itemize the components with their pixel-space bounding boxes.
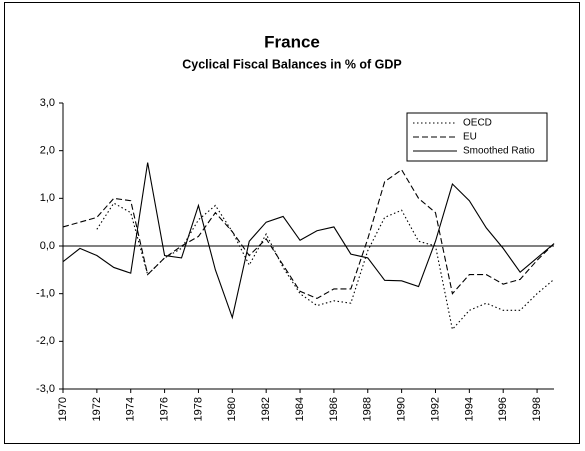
- y-tick-label: -3,0: [36, 383, 55, 395]
- y-tick-label: 2,0: [40, 145, 55, 157]
- chart-subtitle: Cyclical Fiscal Balances in % of GDP: [182, 57, 402, 71]
- x-tick-label: 1980: [226, 397, 238, 421]
- y-tick-label: 3,0: [40, 97, 55, 109]
- series-line: [62, 168, 555, 300]
- x-tick-label: 1990: [396, 397, 408, 421]
- y-tick-label: -1,0: [36, 288, 55, 300]
- series-line: [62, 162, 555, 320]
- x-tick-label: 1984: [294, 397, 306, 421]
- chart-title: France: [264, 32, 320, 51]
- legend-label: EU: [463, 132, 477, 143]
- legend-label: OECD: [463, 118, 492, 129]
- legend-label: Smoothed Ratio: [463, 146, 535, 157]
- x-tick-label: 1996: [497, 397, 509, 421]
- x-tick-label: 1982: [260, 397, 272, 421]
- x-tick-label: 1988: [362, 397, 374, 421]
- y-tick-label: -2,0: [36, 335, 55, 347]
- series-line: [96, 202, 555, 331]
- x-tick-label: 1992: [429, 397, 441, 421]
- x-tick-label: 1978: [192, 397, 204, 421]
- x-tick-label: 1994: [463, 397, 475, 421]
- y-tick-label: 1,0: [40, 192, 55, 204]
- x-tick-label: 1970: [57, 397, 69, 421]
- legend-box: [406, 112, 548, 162]
- y-tick-label: 0,0: [40, 240, 55, 252]
- x-tick-label: 1976: [158, 397, 170, 421]
- x-tick-label: 1972: [91, 397, 103, 421]
- x-tick-label: 1998: [531, 397, 543, 421]
- x-tick-label: 1974: [125, 397, 137, 421]
- x-tick-label: 1986: [328, 397, 340, 421]
